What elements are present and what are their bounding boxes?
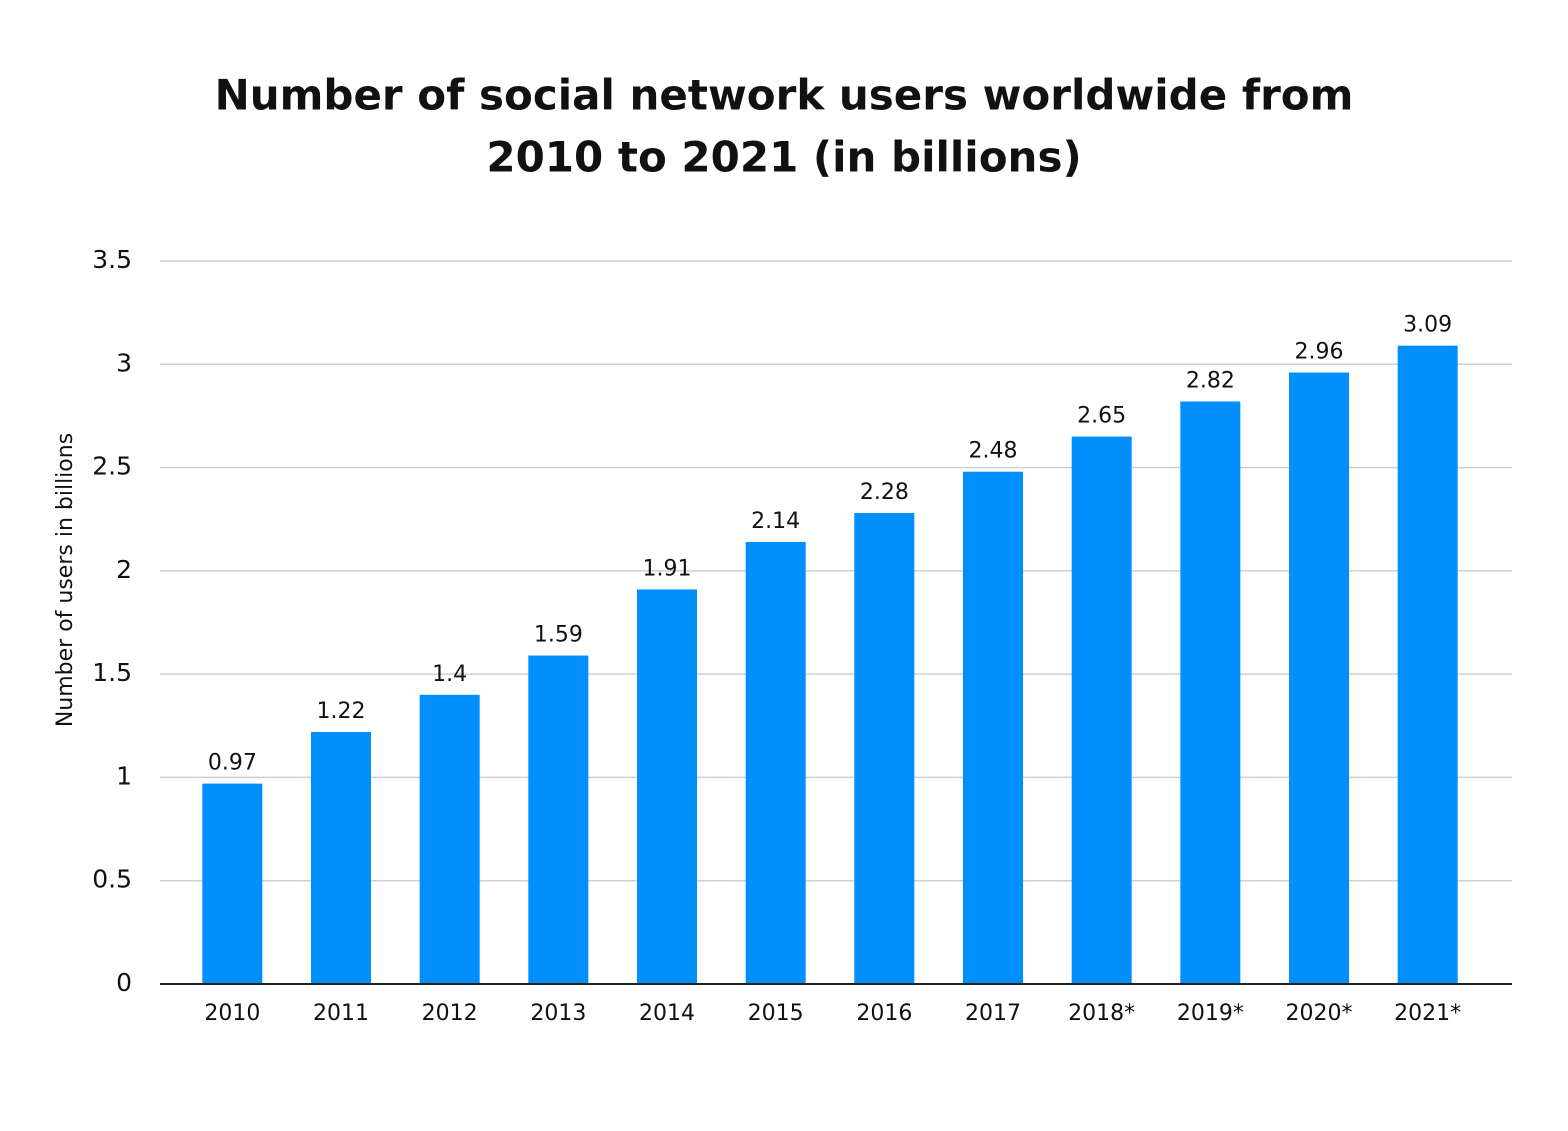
- y-tick-label: 3: [116, 348, 132, 377]
- value-label: 2.28: [860, 480, 909, 505]
- value-label: 1.4: [432, 662, 467, 687]
- bar: [1397, 345, 1458, 984]
- value-label: 2.82: [1186, 368, 1235, 393]
- value-label: 2.14: [751, 509, 800, 534]
- chart-title: Number of social network users worldwide…: [215, 71, 1354, 120]
- y-axis-label: Number of users in billions: [53, 433, 78, 727]
- bar: [202, 783, 263, 984]
- bar: [1289, 372, 1349, 984]
- x-tick-label: 2021*: [1394, 1001, 1461, 1026]
- x-tick-label: 2017: [965, 1001, 1021, 1026]
- y-tick-label: 1.5: [92, 658, 132, 687]
- y-tick-label: 1: [116, 761, 132, 790]
- value-label: 0.97: [208, 751, 257, 776]
- x-tick-label: 2020*: [1286, 1001, 1353, 1026]
- value-label: 3.09: [1403, 313, 1452, 338]
- value-label: 2.65: [1077, 404, 1126, 429]
- x-tick-label: 2012: [422, 1001, 478, 1026]
- y-tick-label: 0.5: [92, 865, 132, 894]
- y-tick-label: 2.5: [92, 452, 132, 481]
- bar: [637, 589, 697, 984]
- x-tick-label: 2018*: [1068, 1001, 1135, 1026]
- value-label: 2.48: [969, 439, 1018, 464]
- bar: [745, 541, 806, 984]
- value-label: 1.22: [317, 699, 366, 724]
- x-tick-label: 2014: [639, 1001, 695, 1026]
- bar: [311, 731, 371, 984]
- chart-title: 2010 to 2021 (in billions): [486, 133, 1081, 182]
- x-tick-label: 2011: [313, 1001, 369, 1026]
- bar: [963, 471, 1023, 984]
- y-tick-label: 2: [116, 555, 132, 584]
- bar: [854, 513, 915, 984]
- value-label: 1.59: [534, 623, 583, 648]
- x-tick-label: 2019*: [1177, 1001, 1244, 1026]
- x-tick-label: 2010: [204, 1001, 260, 1026]
- x-tick-label: 2015: [748, 1001, 804, 1026]
- bar: [1071, 436, 1132, 985]
- value-label: 1.91: [643, 556, 692, 581]
- bar: [419, 694, 480, 984]
- x-tick-label: 2016: [856, 1001, 912, 1026]
- y-tick-label: 3.5: [92, 245, 132, 274]
- value-label: 2.96: [1295, 340, 1344, 365]
- bar: [1180, 401, 1241, 984]
- bar: [528, 655, 589, 984]
- y-tick-label: 0: [116, 968, 132, 997]
- x-tick-label: 2013: [530, 1001, 586, 1026]
